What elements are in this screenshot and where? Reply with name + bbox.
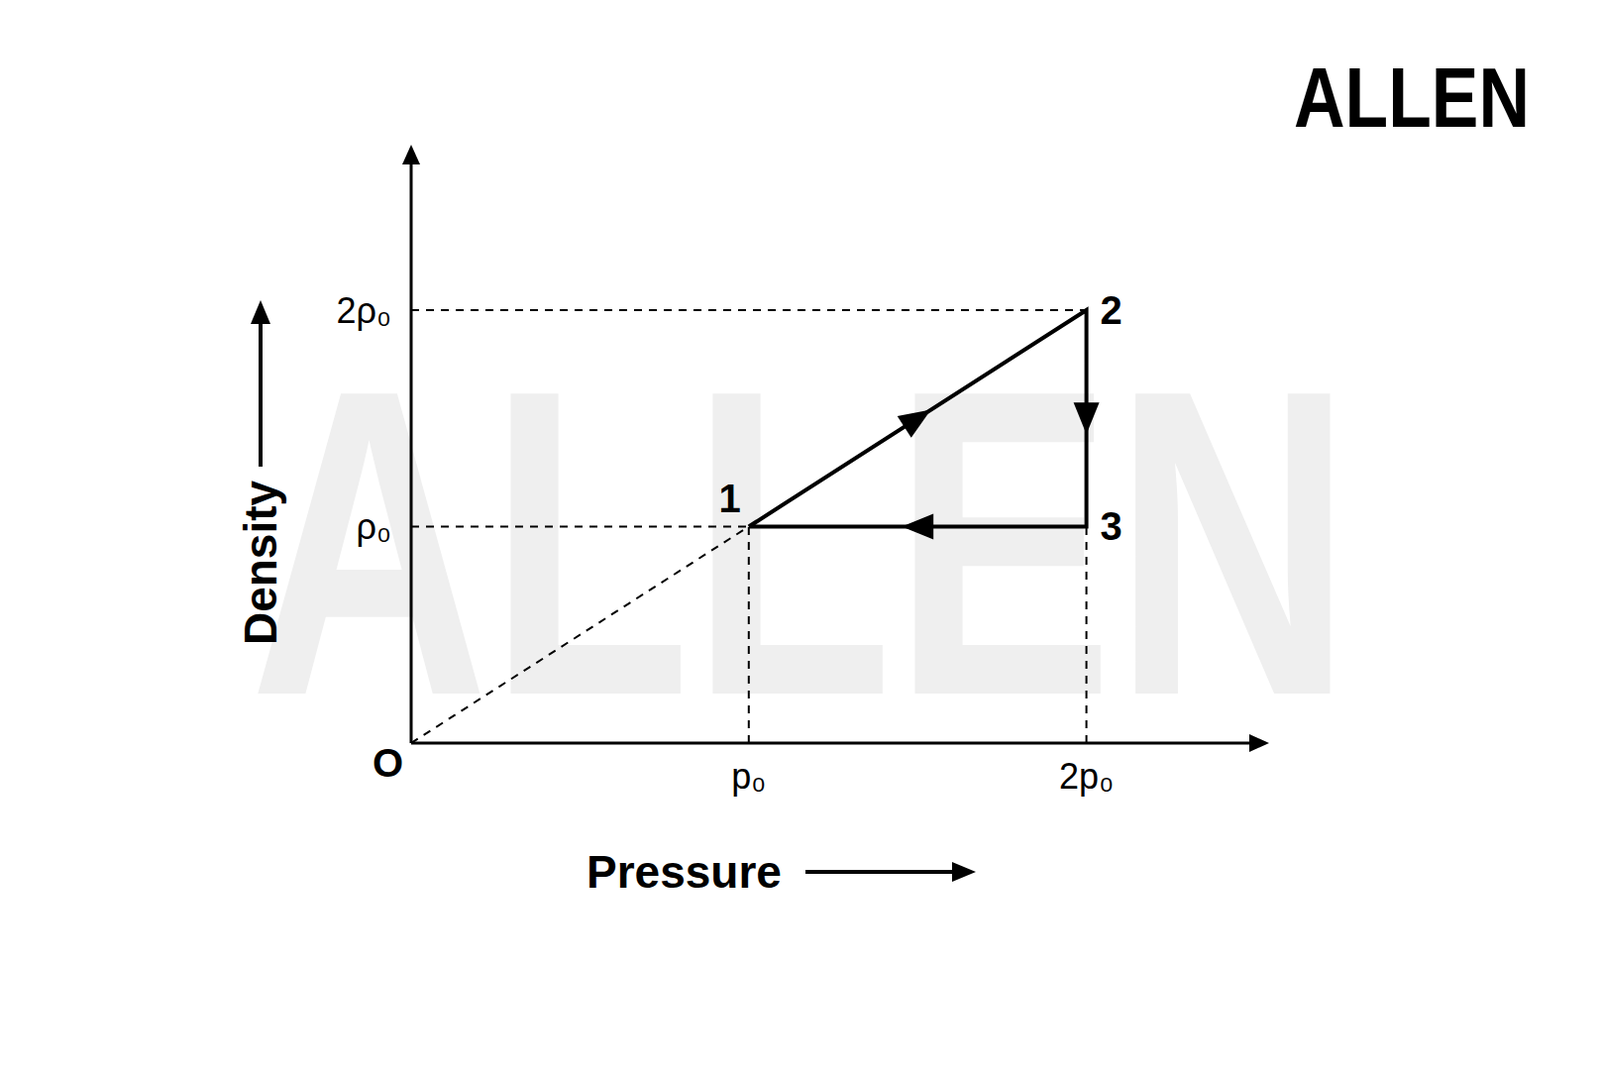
svg-text:ALLEN: ALLEN xyxy=(249,299,1353,786)
svg-text:ρ₀: ρ₀ xyxy=(356,506,392,547)
svg-text:3: 3 xyxy=(1100,504,1123,548)
svg-text:2ρ₀: 2ρ₀ xyxy=(336,290,392,331)
svg-text:1: 1 xyxy=(719,476,742,521)
svg-text:p₀: p₀ xyxy=(731,755,766,797)
svg-text:ALLEN: ALLEN xyxy=(1293,49,1530,145)
svg-text:O: O xyxy=(372,741,404,785)
svg-text:2: 2 xyxy=(1100,288,1123,332)
svg-text:2p₀: 2p₀ xyxy=(1059,755,1114,797)
